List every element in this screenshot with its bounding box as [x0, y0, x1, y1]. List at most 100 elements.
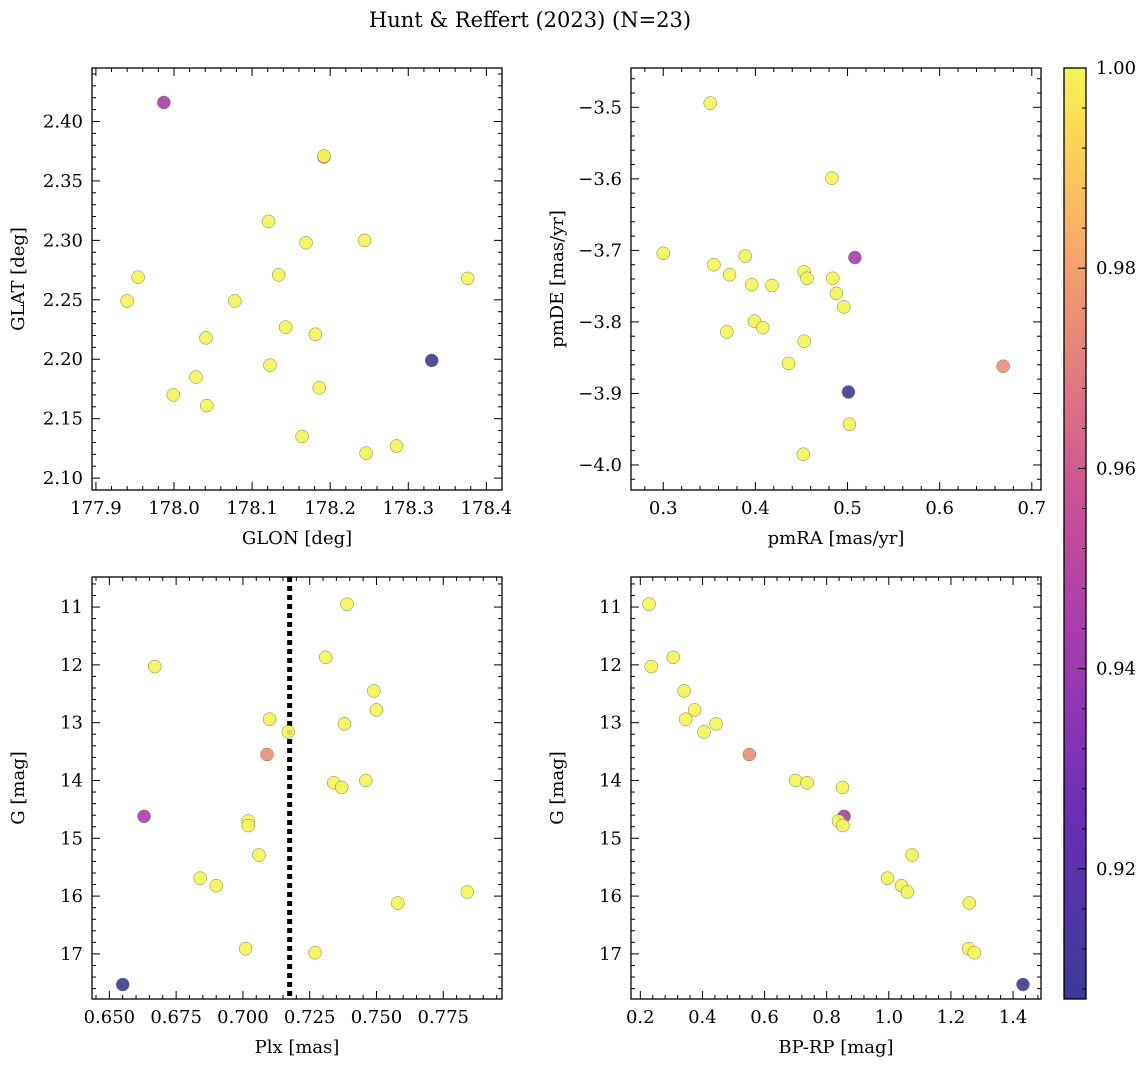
- scatter-point: [312, 381, 327, 395]
- scatter-point: [424, 353, 439, 368]
- x-tick-label: 0.4: [688, 1007, 717, 1028]
- scatter-point: [788, 773, 803, 788]
- scatter-point: [742, 747, 757, 762]
- y-tick-label: 17: [599, 944, 622, 965]
- scatter-point: [848, 250, 862, 265]
- y-tick-label: 11: [599, 597, 622, 618]
- scatter-point: [391, 896, 405, 910]
- scatter-point: [996, 359, 1010, 374]
- x-axis-label: BP-RP [mag]: [778, 1037, 893, 1058]
- x-tick-label: 0.725: [284, 1007, 336, 1028]
- y-axis-label: G [mag]: [8, 751, 29, 824]
- panel-parallax-mag: 0.650 0.675 0.700 0.725 0.750 0.775 11 12 13 14 15…: [8, 576, 503, 1058]
- scatter-point: [656, 246, 670, 261]
- scatter-point: [252, 848, 266, 862]
- x-axis-label: GLON [deg]: [242, 528, 352, 549]
- axes-frame: [91, 67, 503, 491]
- y-tick-label: 15: [599, 828, 622, 849]
- scatter-point: [281, 725, 296, 739]
- scatter-point: [337, 717, 352, 731]
- scatter-point: [800, 271, 814, 286]
- colorbar-tick-label: 0.92: [1096, 859, 1136, 880]
- scatter-point: [241, 818, 256, 833]
- scatter-point: [720, 325, 734, 339]
- y-tick-label: 14: [60, 770, 83, 791]
- scatter-point: [967, 946, 981, 960]
- y-tick-label: 13: [60, 713, 83, 734]
- x-tick-label: 0.6: [925, 498, 954, 519]
- scatter-point: [781, 356, 796, 371]
- y-tick-label: 11: [60, 597, 83, 618]
- scatter-point: [189, 370, 203, 384]
- x-tick-label: 0.675: [150, 1007, 202, 1028]
- figure-title: Hunt & Reffert (2023) (N=23): [369, 8, 691, 32]
- colorbar-tick-label: 0.94: [1096, 659, 1136, 680]
- scatter-point: [642, 597, 656, 611]
- panel-cmd: 0.2 0.4 0.6 0.8 1.0 1.2 1.4 11 12 13 14 15 16 17 BP-RP…: [547, 576, 1042, 1058]
- x-tick-label: 1.2: [937, 1007, 966, 1028]
- y-tick-label: 12: [60, 655, 83, 676]
- y-tick-label: −3.6: [578, 169, 622, 190]
- colorbar-tick-label: 0.98: [1096, 258, 1136, 279]
- scatter-point: [756, 320, 770, 335]
- scatter-point: [835, 780, 850, 795]
- scatter-point: [137, 809, 151, 824]
- scatter-point: [677, 684, 691, 698]
- scatter-point: [687, 703, 702, 717]
- scatter-point: [340, 597, 354, 611]
- x-tick-label: 178.1: [226, 498, 278, 519]
- x-tick-label: 0.650: [84, 1007, 136, 1028]
- scatter-point: [644, 659, 658, 674]
- scatter-point: [261, 214, 276, 229]
- y-tick-label: −4.0: [578, 455, 622, 476]
- colorbar: 0.92 0.94 0.96 0.98 1.00: [1063, 58, 1136, 1000]
- y-tick-label: 2.10: [43, 468, 83, 489]
- x-tick-label: 0.2: [626, 1007, 655, 1028]
- scatter-point: [318, 650, 333, 665]
- x-tick-label: 178.4: [461, 498, 513, 519]
- scatter-point: [131, 270, 145, 284]
- scatter-point: [836, 818, 850, 833]
- scatter-point: [260, 747, 274, 762]
- x-tick-label: 0.5: [833, 498, 862, 519]
- x-tick-label: 0.775: [417, 1007, 469, 1028]
- x-tick-label: 0.3: [649, 498, 678, 519]
- scatter-point: [157, 95, 171, 110]
- scatter-point: [367, 684, 381, 698]
- y-tick-label: 2.35: [43, 171, 83, 192]
- x-tick-label: 0.7: [1017, 498, 1046, 519]
- scatter-point: [369, 703, 384, 717]
- y-tick-label: −3.9: [578, 383, 622, 404]
- scatter-point: [359, 446, 373, 460]
- scatter-point: [263, 358, 277, 372]
- x-tick-label: 0.6: [750, 1007, 779, 1028]
- colorbar-tick-label: 0.96: [1096, 458, 1136, 479]
- scatter-point: [357, 233, 372, 248]
- scatter-point: [271, 268, 286, 282]
- y-tick-label: 12: [599, 655, 622, 676]
- x-tick-label: 178.2: [304, 498, 356, 519]
- scatter-point: [697, 725, 711, 739]
- y-tick-label: 2.20: [43, 349, 83, 370]
- panel-sky: 177.9 178.0 178.1 178.2 178.3 178.4 2.10 2.15 2.…: [8, 67, 513, 549]
- scatter-point: [199, 331, 213, 345]
- scatter-point: [334, 780, 349, 795]
- y-tick-label: −3.7: [578, 240, 622, 261]
- scatter-point: [678, 712, 693, 726]
- scatter-point: [962, 896, 976, 910]
- colorbar-gradient: [1063, 67, 1087, 1000]
- y-tick-label: 2.30: [43, 230, 83, 251]
- scatter-point: [460, 885, 475, 899]
- y-tick-label: 2.40: [43, 111, 83, 132]
- axes-frame: [91, 576, 503, 1000]
- scatter-point: [200, 398, 214, 413]
- y-tick-label: −3.5: [578, 97, 622, 118]
- scatter-point: [841, 385, 856, 399]
- axes-frame: [630, 576, 1042, 1000]
- y-tick-label: −3.8: [578, 312, 622, 333]
- scatter-point: [166, 388, 180, 402]
- scatter-point: [120, 294, 134, 308]
- y-tick-label: 2.15: [43, 409, 83, 430]
- x-tick-label: 0.700: [217, 1007, 269, 1028]
